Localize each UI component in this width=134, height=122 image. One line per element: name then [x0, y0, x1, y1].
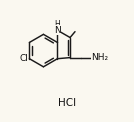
Text: Cl: Cl [19, 54, 28, 63]
Text: H: H [55, 20, 60, 29]
Text: N: N [54, 26, 61, 35]
Text: HCl: HCl [58, 98, 76, 108]
Text: NH₂: NH₂ [92, 53, 109, 62]
